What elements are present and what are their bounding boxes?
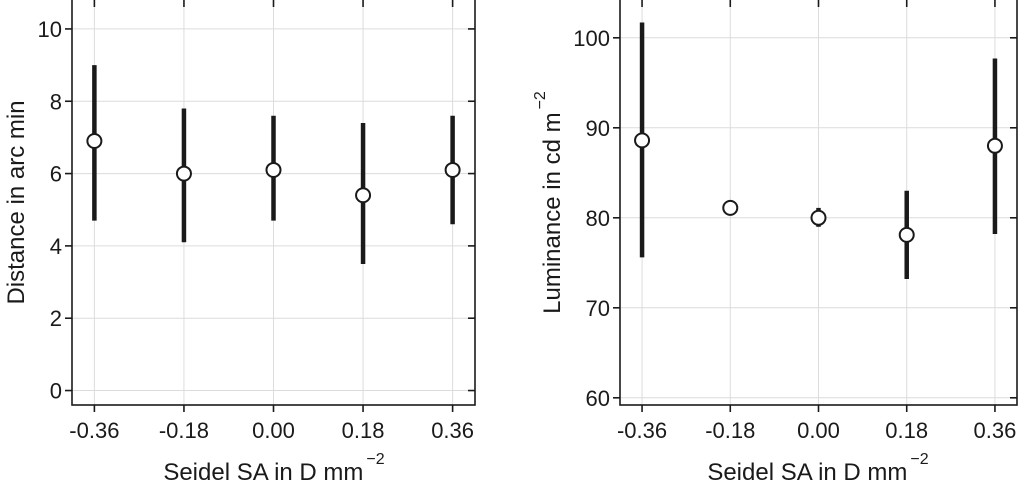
- x-axis-title-text: Seidel SA in D mm: [163, 459, 363, 486]
- y-tick-label: 0: [50, 379, 62, 404]
- x-tick-label: 0.00: [797, 418, 840, 443]
- x-axis-title-exponent: −2: [366, 451, 384, 468]
- data-point: [355, 187, 372, 204]
- y-tick-label: 70: [586, 296, 610, 321]
- data-point: [444, 161, 461, 178]
- y-axis-title-exponent: −2: [532, 91, 549, 109]
- y-axis-title: Luminance in cd m −2: [532, 91, 566, 314]
- data-point: [634, 132, 651, 149]
- y-tick-label: 90: [586, 116, 610, 141]
- y-tick-label: 100: [573, 26, 610, 51]
- x-axis-title: Seidel SA in D mm −2: [707, 451, 928, 486]
- x-axis-title-exponent: −2: [910, 451, 928, 468]
- y-tick-label: 2: [50, 306, 62, 331]
- x-tick-label: -0.36: [617, 418, 667, 443]
- y-tick-label: 10: [38, 17, 62, 42]
- y-axis-title-text: Luminance in cd m: [539, 112, 566, 313]
- y-axis-title: Distance in arc min: [3, 100, 30, 304]
- data-point: [898, 226, 915, 243]
- data-point: [265, 161, 282, 178]
- data-point: [86, 133, 103, 150]
- y-tick-label: 80: [586, 206, 610, 231]
- x-tick-label: -0.18: [705, 418, 755, 443]
- x-axis-title: Seidel SA in D mm −2: [163, 451, 384, 486]
- y-tick-label: 8: [50, 89, 62, 114]
- x-tick-label: -0.36: [69, 418, 119, 443]
- x-tick-label: 0.36: [974, 418, 1017, 443]
- y-tick-label: 4: [50, 234, 62, 259]
- data-point: [722, 199, 739, 216]
- data-point: [986, 137, 1003, 154]
- x-tick-label: 0.18: [885, 418, 928, 443]
- x-tick-label: 0.36: [431, 418, 474, 443]
- chart-panel-1: -0.36 -0.18 0.00 0.18 0.36 0 2 4 6 8 10 Seidel SA i…: [3, 0, 476, 486]
- y-tick-label: 60: [586, 386, 610, 411]
- y-axis-title-text: Distance in arc min: [3, 100, 30, 304]
- x-axis-title-text: Seidel SA in D mm: [707, 459, 907, 486]
- y-tick-label: 6: [50, 162, 62, 187]
- x-tick-label: 0.00: [252, 418, 295, 443]
- x-tick-label: -0.18: [159, 418, 209, 443]
- data-point: [810, 209, 827, 226]
- data-point: [175, 165, 192, 182]
- chart-panel-2: -0.36 -0.18 0.00 0.18 0.36 60 70 80 90 100 Seidel …: [532, 0, 1018, 486]
- x-tick-label: 0.18: [342, 418, 385, 443]
